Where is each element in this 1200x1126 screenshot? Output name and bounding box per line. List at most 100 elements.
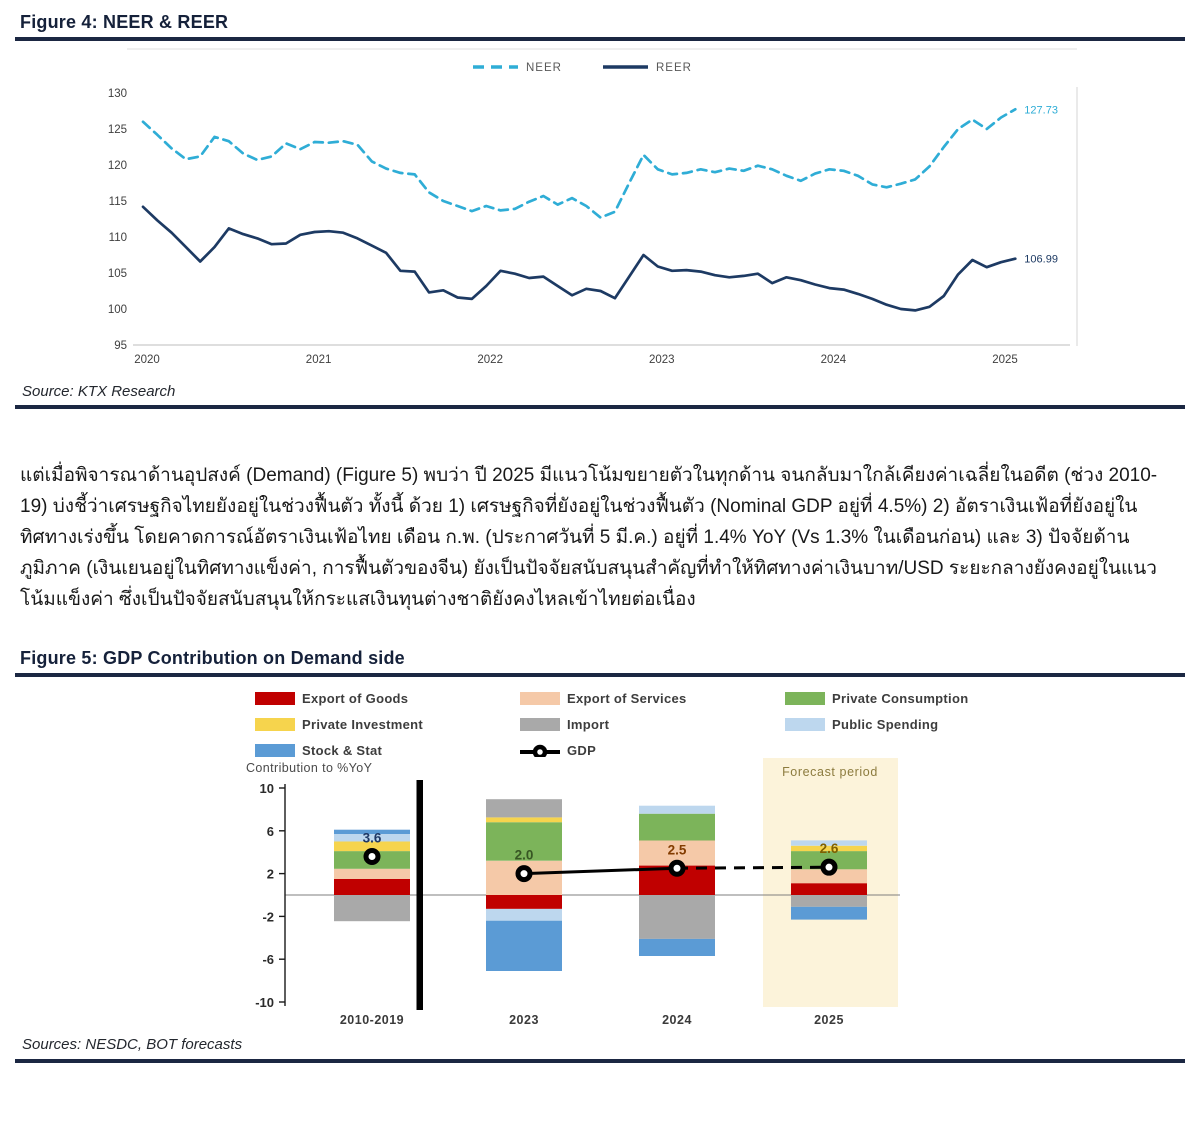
legend-label: Export of Services: [567, 690, 687, 706]
gdp-marker: [515, 865, 533, 883]
divider-rule: [15, 1059, 1185, 1063]
gdp-chart-legend: Export of Goods Export of Services Private…: [255, 690, 975, 758]
import-swatch-icon: [520, 717, 560, 731]
y-axis-tick-label: 100: [108, 304, 127, 316]
gdp-value-label: 2.5: [668, 842, 687, 857]
x-axis-category-label: 2023: [509, 1013, 539, 1027]
neer-end-value: 127.73: [1024, 104, 1058, 116]
goods-swatch-icon: [255, 691, 295, 705]
bar-segment-public: [334, 834, 410, 842]
y-axis-tick-label: 6: [267, 824, 274, 839]
y-axis-tick-label: -6: [262, 952, 274, 967]
bar-segment-public: [639, 805, 715, 814]
legend-item-public: Public Spending: [785, 716, 975, 732]
figure5-title: Figure 5: GDP Contribution on Demand sid…: [20, 648, 405, 668]
bar-segment-goods: [791, 883, 867, 895]
y-axis-tick-label: 105: [108, 268, 127, 280]
divider-rule: [15, 405, 1185, 409]
legend-label: Private Investment: [302, 716, 424, 732]
gdp-marker: [363, 847, 381, 865]
bar-segment-import: [334, 895, 410, 922]
bar-segment-goods: [334, 879, 410, 895]
stock-swatch-icon: [255, 743, 295, 757]
legend-label: GDP: [567, 742, 597, 758]
bar-segment-import: [639, 895, 715, 939]
bar-segment-public: [486, 908, 562, 921]
consumption-swatch-icon: [785, 691, 825, 705]
y-axis-tick-label: 10: [260, 781, 274, 796]
y-axis-tick-label: 120: [108, 160, 127, 172]
legend-reer-label: REER: [656, 62, 692, 74]
bar-segment-investment: [791, 845, 867, 852]
legend-item-import: Import: [520, 716, 785, 732]
legend-item-investment: Private Investment: [255, 716, 520, 732]
y-axis-tick-label: 125: [108, 124, 127, 136]
y-axis-tick-label: 115: [109, 196, 127, 208]
x-axis-year-label: 2024: [821, 354, 847, 366]
legend-item-gdp: GDP: [520, 742, 785, 758]
bar-segment-stock: [791, 906, 867, 920]
legend-label: Stock & Stat: [302, 742, 383, 758]
figure5-source: Sources: NESDC, BOT forecasts: [22, 1036, 243, 1053]
y-axis-tick-label: -2: [262, 909, 274, 924]
x-axis-category-label: 2010-2019: [340, 1013, 404, 1027]
public-swatch-icon: [785, 717, 825, 731]
neer-line: [141, 107, 1017, 219]
bar-segment-goods: [486, 895, 562, 909]
x-axis-year-label: 2021: [306, 354, 332, 366]
legend-label: Public Spending: [832, 716, 939, 732]
neer-reer-line-chart: 130 125 120 115 110 105 100 95 2020 2021 2022 2023 2…: [108, 48, 1078, 366]
bar-segment-services: [334, 868, 410, 879]
x-axis-category-label: 2025: [814, 1013, 844, 1027]
legend-label: Export of Goods: [302, 690, 409, 706]
history-forecast-separator: [416, 780, 423, 1010]
bar-segment-consumption: [486, 822, 562, 861]
figure4-source: Source: KTX Research: [22, 383, 176, 400]
analysis-paragraph: แต่เมื่อพิจารณาด้านอุปสงค์ (Demand) (Fig…: [20, 465, 1158, 610]
legend-item-services: Export of Services: [520, 690, 785, 706]
bar-segment-stock: [334, 829, 410, 834]
gdp-line-dashed: [676, 865, 830, 870]
x-axis-year-label: 2020: [134, 354, 160, 366]
legend-item-consumption: Private Consumption: [785, 690, 975, 706]
bar-segment-services: [791, 869, 867, 884]
investment-swatch-icon: [255, 717, 295, 731]
bar-segment-stock: [486, 920, 562, 971]
forecast-period-label: Forecast period: [782, 765, 878, 779]
x-axis-year-label: 2022: [477, 354, 503, 366]
figure4-title: Figure 4: NEER & REER: [20, 12, 229, 32]
services-swatch-icon: [520, 691, 560, 705]
divider-rule: [15, 37, 1185, 41]
bar-segment-import: [486, 799, 562, 818]
y-axis-tick-label: 2: [267, 867, 274, 882]
gdp-chart-axis-title: Contribution to %YoY: [246, 761, 373, 775]
gdp-marker: [820, 858, 838, 876]
reer-line: [141, 205, 1017, 312]
legend-item-stock: Stock & Stat: [255, 742, 520, 758]
gdp-line-solid: [523, 866, 678, 876]
gdp-value-label: 2.0: [515, 848, 534, 863]
legend-item-goods: Export of Goods: [255, 690, 520, 706]
reer-end-value: 106.99: [1024, 254, 1058, 266]
bar-segment-investment: [334, 841, 410, 852]
legend-label: Import: [567, 716, 610, 732]
x-axis-category-label: 2024: [662, 1013, 692, 1027]
x-axis-year-label: 2023: [649, 354, 675, 366]
legend-label: Private Consumption: [832, 690, 969, 706]
gdp-marker: [668, 859, 686, 877]
legend-neer-label: NEER: [526, 62, 562, 74]
bar-segment-stock: [639, 938, 715, 956]
y-axis-tick-label: 130: [108, 88, 127, 100]
gdp-value-label: 3.6: [363, 830, 382, 845]
x-axis-year-label: 2025: [992, 354, 1018, 366]
bar-segment-import: [791, 895, 867, 907]
y-axis-tick-label: -10: [255, 995, 274, 1010]
y-axis-tick-label: 95: [114, 340, 127, 352]
bar-segment-consumption: [639, 813, 715, 841]
y-axis-tick-label: 110: [109, 232, 127, 244]
bar-segment-public: [791, 840, 867, 846]
bar-segment-investment: [486, 817, 562, 823]
gdp-contribution-bar-chart: Forecast period 10 6 2 -2 -6 -10 3.6 2.0 2.5 2.6 20…: [255, 758, 900, 1027]
gdp-value-label: 2.6: [820, 841, 839, 856]
